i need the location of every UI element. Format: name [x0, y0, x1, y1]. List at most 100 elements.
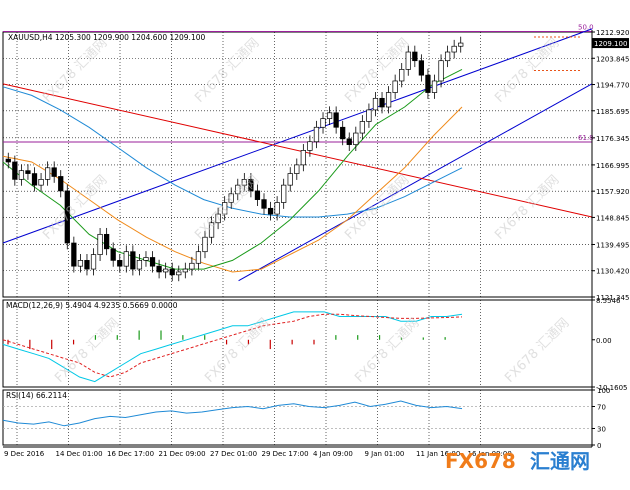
trend-line	[2, 83, 593, 218]
candle-body	[208, 222, 215, 238]
candle-body	[359, 121, 365, 134]
moving-average-line	[2, 68, 463, 270]
main-y-tick-label: 1139.495	[596, 241, 629, 249]
candle-body	[136, 260, 143, 270]
moving-average-line	[2, 86, 463, 218]
rsi-line	[2, 400, 463, 427]
current-price-label: 1209.100	[594, 40, 627, 48]
candle-body	[261, 199, 267, 209]
candle-body	[333, 112, 339, 128]
rsi-frame	[2, 389, 593, 446]
rsi-y-tick-label: 70	[597, 404, 606, 412]
brand-logo-latin: FX678	[445, 449, 516, 473]
candle-body	[38, 179, 44, 186]
trend-line	[2, 28, 593, 244]
watermark-text: FX678 汇通网	[342, 173, 412, 243]
candle-body	[130, 251, 136, 270]
candle-body	[274, 202, 280, 215]
candle-body	[202, 236, 208, 253]
candle-body	[97, 233, 103, 255]
trend-line	[238, 83, 593, 282]
x-tick-label: 16 Jan 09:00	[468, 450, 512, 458]
rsi-panel: 100 70 30 0 RSI(14) 66.2114	[2, 387, 610, 450]
candle-body	[287, 173, 293, 186]
watermark-text: FX678 汇通网	[52, 316, 122, 386]
main-y-tick-label: 1176.345	[596, 135, 629, 143]
candle-body	[169, 268, 175, 276]
candle-body	[44, 167, 51, 180]
candle-body	[438, 60, 444, 82]
candle-body	[241, 179, 247, 186]
candle-body	[215, 213, 221, 224]
fib-level-label: 50.0	[578, 23, 594, 31]
x-tick-label: 9 Dec 2016	[4, 450, 45, 458]
candle-body	[189, 262, 195, 270]
candle-body	[431, 80, 438, 93]
candle-body	[71, 242, 77, 267]
macd-y-tick-label: 0.00	[596, 337, 612, 345]
candle-body	[51, 167, 57, 177]
candle-body	[346, 138, 352, 145]
candle-body	[123, 251, 129, 267]
candle-body	[392, 80, 398, 93]
candle-body	[64, 190, 70, 244]
x-tick-label: 9 Jan 01:00	[365, 450, 405, 458]
watermark-text: FX678 汇通网	[192, 173, 262, 243]
x-tick-label: 21 Dec 09:00	[159, 450, 206, 458]
candle-body	[353, 132, 359, 145]
main-y-tick-label: 1203.845	[596, 55, 629, 63]
candle-body	[405, 51, 411, 70]
candle-body	[25, 170, 31, 174]
candle-body	[84, 260, 90, 270]
candle-body	[90, 254, 97, 270]
fib-level-label: 61.8	[578, 134, 594, 142]
candle-body	[267, 207, 274, 215]
main-y-tick-label: 1148.845	[596, 214, 629, 222]
candle-body	[222, 202, 228, 215]
candle-body	[12, 161, 18, 180]
rsi-y-tick-label: 0	[597, 442, 601, 450]
brand-logo-cn: 汇通网	[530, 449, 590, 473]
rsi-y-tick-label: 100	[597, 387, 610, 395]
current-price-box	[592, 38, 629, 49]
macd-y-tick-label: -10.1605	[596, 384, 627, 392]
rsi-title: RSI(14) 66.2114	[6, 391, 67, 400]
candle-body	[379, 97, 385, 108]
main-y-tick-label: 1166.995	[596, 162, 629, 170]
watermark-text: FX678 汇通网	[502, 316, 572, 386]
candle-body	[399, 69, 405, 82]
candle-body	[418, 60, 425, 76]
watermark-text: FX678 汇通网	[192, 36, 262, 106]
candle-body	[195, 251, 202, 264]
macd-line	[2, 311, 463, 383]
price-panel: 1212.920 1203.845 1194.770 1185.695 1176.345…	[2, 23, 629, 302]
candle-body	[248, 179, 254, 192]
candle-body	[77, 260, 84, 267]
candle-body	[182, 268, 188, 273]
main-y-tick-label: 1130.420	[596, 268, 629, 276]
candle-body	[412, 51, 418, 62]
main-y-tick-label: 1194.770	[596, 82, 629, 90]
candle-body	[340, 126, 346, 140]
moving-average-line	[2, 106, 463, 273]
main-y-tick-label: 1212.920	[596, 29, 629, 37]
watermark-text: FX678 汇通网	[40, 36, 110, 106]
candle-body	[307, 141, 313, 151]
candle-body	[385, 92, 392, 108]
candle-body	[281, 184, 287, 203]
main-y-tick-label: 1157.920	[596, 188, 629, 196]
x-tick-label: 29 Dec 17:00	[262, 450, 309, 458]
x-axis: 9 Dec 2016 14 Dec 01:00 16 Dec 17:00 21 Dec…	[3, 30, 593, 458]
macd-y-tick-label: 8.5546	[596, 297, 621, 305]
candle-body	[31, 173, 38, 186]
x-tick-label: 4 Jan 09:00	[313, 450, 353, 458]
candle-body	[5, 158, 11, 163]
candle-body	[149, 257, 156, 267]
candle-body	[176, 271, 182, 276]
main-y-tick-label: 1121.345	[596, 294, 629, 302]
macd-title: MACD(12,26,9) 5.4904 4.9235 0.5669 0.000…	[6, 301, 178, 310]
candle-body	[18, 170, 25, 180]
candle-body	[117, 260, 123, 267]
